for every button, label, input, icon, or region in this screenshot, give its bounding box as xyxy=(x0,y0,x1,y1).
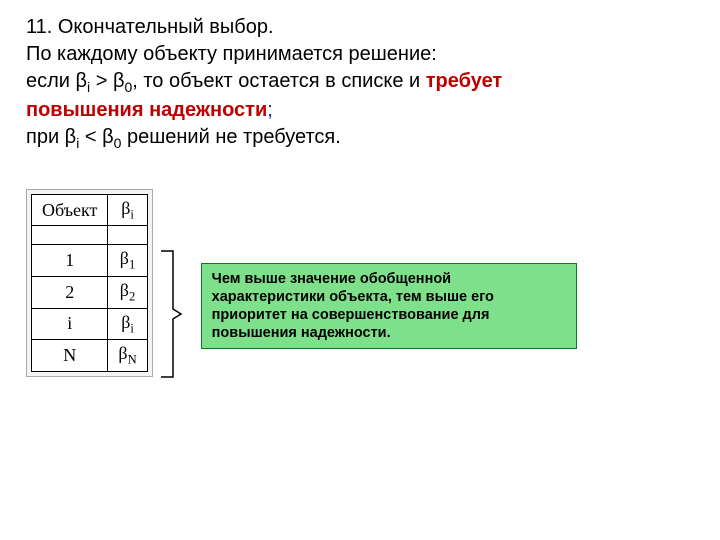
table-cell-beta: βi xyxy=(108,308,147,340)
table-cell-object: 2 xyxy=(32,276,108,308)
table-cell-beta: β1 xyxy=(108,245,147,277)
beta-main: β xyxy=(118,343,127,363)
beta-sub: 2 xyxy=(129,290,135,304)
table-header-row: Объект βi xyxy=(32,194,148,226)
text-fragment: , то объект остается в списке и xyxy=(132,70,426,92)
table-container: Объект βi 1β12β2iβiNβN xyxy=(26,189,153,377)
emphasis-text: требует xyxy=(426,70,502,92)
text-fragment: > β xyxy=(90,70,124,92)
note-text: Чем выше значение обобщенной характерист… xyxy=(212,271,494,341)
slide-page: 11. Окончательный выбор. По каждому объе… xyxy=(0,0,720,384)
beta-table: Объект βi 1β12β2iβiNβN xyxy=(31,194,148,372)
heading-line-5: при βi < β0 решений не требуется. xyxy=(26,124,694,153)
spacer-cell xyxy=(32,226,108,245)
table-header-beta: βi xyxy=(108,194,147,226)
text-fragment: < β xyxy=(79,126,113,148)
spacer-cell xyxy=(108,226,147,245)
table-cell-beta: βN xyxy=(108,340,147,372)
beta-main: β xyxy=(121,312,130,332)
note-box: Чем выше значение обобщенной характерист… xyxy=(201,263,577,350)
table-row: iβi xyxy=(32,308,148,340)
table-cell-object: 1 xyxy=(32,245,108,277)
beta-sub: N xyxy=(128,353,137,367)
table-spacer-row xyxy=(32,226,148,245)
beta-sub: 1 xyxy=(129,258,135,272)
heading-line-2: По каждому объекту принимается решение: xyxy=(26,41,694,68)
table-row: NβN xyxy=(32,340,148,372)
text-fragment: ; xyxy=(267,99,273,121)
table-row: 2β2 xyxy=(32,276,148,308)
text-fragment: если β xyxy=(26,70,87,92)
table-cell-object: i xyxy=(32,308,108,340)
beta-sub: i xyxy=(130,207,134,221)
heading-block: 11. Окончательный выбор. По каждому объе… xyxy=(26,14,694,153)
heading-line-3: если βi > β0, то объект остается в списк… xyxy=(26,68,694,97)
table-cell-beta: β2 xyxy=(108,276,147,308)
table-cell-object: N xyxy=(32,340,108,372)
text-fragment: при β xyxy=(26,126,76,148)
table-row: 1β1 xyxy=(32,245,148,277)
beta-main: β xyxy=(120,248,129,268)
beta-main: β xyxy=(121,198,130,218)
emphasis-text: повышения надежности xyxy=(26,99,267,121)
grouping-bracket-icon xyxy=(159,249,183,384)
body-area: Объект βi 1β12β2iβiNβN Чем выше значение… xyxy=(26,189,694,384)
heading-line-1: 11. Окончательный выбор. xyxy=(26,14,694,41)
heading-line-4: повышения надежности; xyxy=(26,97,694,124)
beta-sub: i xyxy=(130,321,134,335)
text-fragment: решений не требуется. xyxy=(121,126,340,148)
beta-main: β xyxy=(120,280,129,300)
table-header-object: Объект xyxy=(32,194,108,226)
